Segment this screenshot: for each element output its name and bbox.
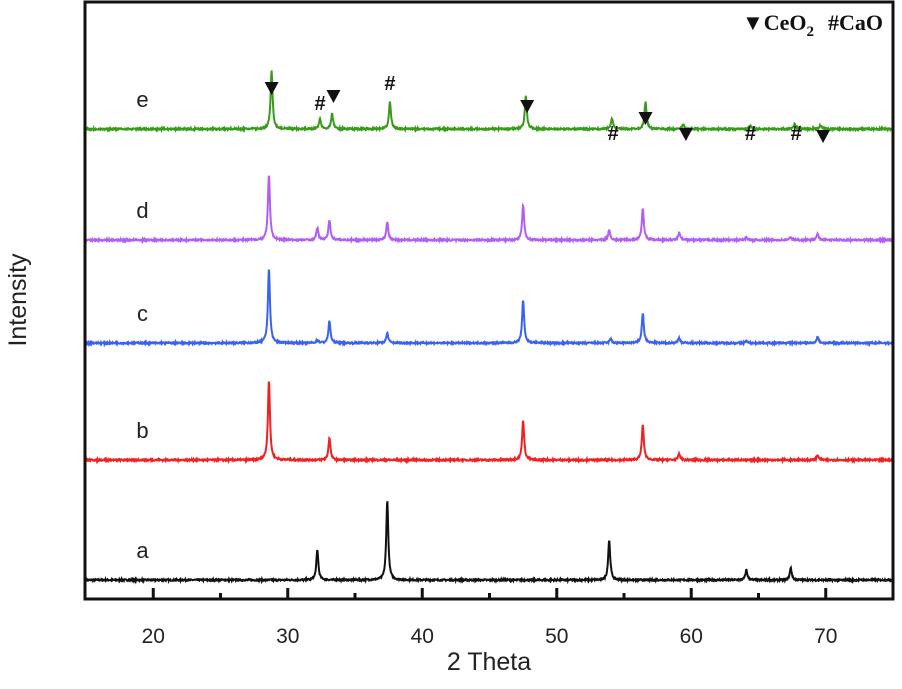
- series-label-d: d: [136, 198, 148, 223]
- legend-cao-label: CaO: [839, 10, 883, 35]
- cao-marker: #: [791, 123, 802, 145]
- series-line-c: [85, 269, 894, 348]
- ceo2-marker-icon: [638, 112, 653, 125]
- x-tick-label: 30: [276, 625, 299, 648]
- phase-markers: # # # # #: [264, 73, 831, 145]
- ceo2-marker-icon: [816, 130, 831, 143]
- series-label-b: b: [136, 418, 148, 443]
- x-tick-label: 50: [545, 625, 568, 648]
- series-label-a: a: [136, 538, 149, 563]
- y-axis-label: Intensity: [4, 253, 32, 347]
- series-lines: a b c d e: [85, 70, 894, 585]
- cao-marker: #: [384, 73, 395, 95]
- cao-marker: #: [745, 123, 756, 145]
- ceo2-marker-icon: [326, 90, 341, 103]
- series-line-d: [85, 175, 894, 245]
- x-tick-label: 70: [814, 625, 837, 648]
- series-line-e: [85, 70, 894, 134]
- x-axis-label: 2 Theta: [447, 648, 531, 676]
- legend: ▼CeO2 #CaO: [742, 10, 883, 40]
- x-tick-label: 60: [680, 625, 703, 648]
- cao-marker: #: [314, 93, 325, 115]
- plot-frame: [83, 0, 895, 601]
- legend-ceo2-symbol: ▼: [742, 10, 764, 35]
- x-tick-label: 40: [411, 625, 434, 648]
- cao-marker: #: [608, 123, 619, 145]
- legend-ceo2-label: CeO: [764, 10, 807, 35]
- ceo2-marker-icon: [678, 128, 693, 141]
- series-label-e: e: [136, 87, 148, 112]
- legend-ceo2-subscript: 2: [807, 24, 815, 40]
- series-label-c: c: [137, 301, 148, 326]
- ceo2-marker-icon: [264, 82, 279, 95]
- series-line-a: [85, 501, 894, 585]
- x-axis-ticks: 20 30 40 50 60 70: [142, 588, 837, 648]
- ceo2-marker-icon: [520, 100, 535, 113]
- legend-cao-symbol: #: [828, 10, 839, 35]
- series-line-b: [85, 381, 894, 465]
- svg-text:▼CeO2#CaO: ▼CeO2 #CaO: [742, 10, 883, 40]
- x-tick-label: 20: [142, 625, 165, 648]
